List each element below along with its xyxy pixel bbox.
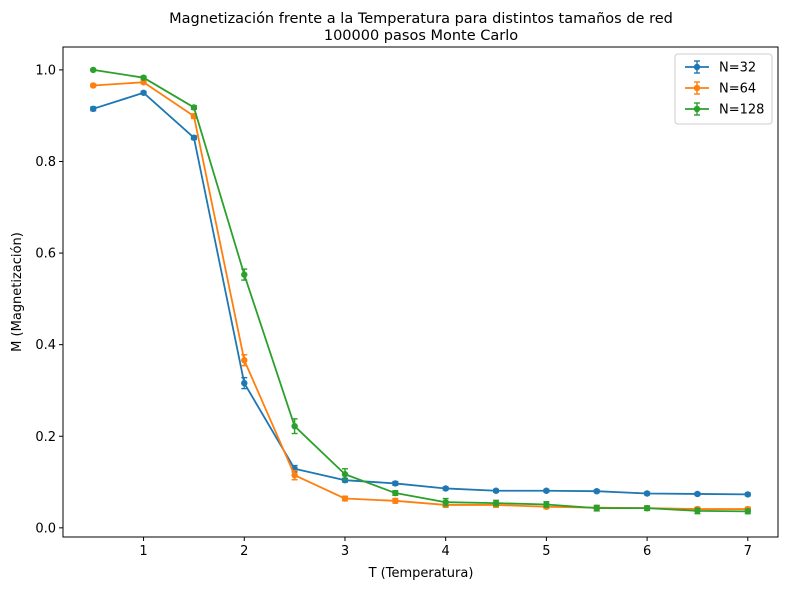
data-point <box>392 489 399 497</box>
y-tick-label: 0.2 <box>35 430 56 445</box>
data-point <box>90 105 97 113</box>
data-point <box>694 507 701 515</box>
data-point <box>492 487 500 494</box>
data-point <box>392 497 399 505</box>
data-point <box>140 89 147 96</box>
legend: N=32 N=64 N=128 <box>674 53 773 125</box>
legend-label: N=64 <box>719 82 756 97</box>
data-point <box>643 490 651 497</box>
x-axis-ticks: 1 2 3 4 5 6 7 <box>139 537 752 559</box>
data-point <box>90 66 97 74</box>
data-point <box>190 104 198 111</box>
y-tick-label: 1.0 <box>35 63 56 78</box>
data-point <box>140 79 147 86</box>
legend-entry: N=128 <box>685 102 764 118</box>
data-point <box>241 379 248 387</box>
series-line <box>92 91 748 496</box>
data-point <box>241 357 248 364</box>
data-point <box>442 485 449 492</box>
series-n-128 <box>90 66 751 515</box>
data-point <box>442 498 449 506</box>
data-point <box>140 74 147 81</box>
legend-label: N=32 <box>719 61 756 76</box>
data-point <box>694 490 701 498</box>
data-point <box>90 82 97 89</box>
chart-title: Magnetización frente a la Temperatura pa… <box>169 11 673 27</box>
data-point <box>543 501 550 508</box>
data-point <box>744 491 751 498</box>
legend-marker <box>693 105 701 113</box>
y-tick-label: 0.4 <box>35 338 56 353</box>
plot-area <box>90 66 751 515</box>
data-point <box>593 504 600 512</box>
axes-frame <box>62 46 779 538</box>
x-tick-label: 7 <box>744 544 752 559</box>
data-point <box>241 271 248 278</box>
data-point <box>492 499 500 507</box>
x-tick-label: 2 <box>240 544 248 559</box>
data-point <box>543 487 550 494</box>
data-point <box>291 422 298 430</box>
data-point <box>190 134 198 141</box>
y-axis-ticks: 0.0 0.2 0.4 0.6 0.8 1.0 <box>35 63 63 536</box>
legend-entry: N=32 <box>685 60 756 76</box>
series-n-32 <box>90 89 751 498</box>
x-tick-label: 6 <box>643 544 651 559</box>
data-point <box>643 504 651 512</box>
y-tick-label: 0.8 <box>35 155 56 170</box>
y-tick-label: 0.0 <box>35 521 56 536</box>
legend-marker <box>693 63 701 71</box>
legend-box <box>674 53 773 125</box>
data-point <box>593 488 600 495</box>
chart-subtitle: 100000 pasos Monte Carlo <box>324 28 518 44</box>
data-point <box>291 471 298 479</box>
x-tick-label: 5 <box>542 544 550 559</box>
data-point <box>744 508 751 515</box>
x-axis-label: T (Temperatura) <box>368 566 474 581</box>
legend-entry: N=64 <box>685 81 756 97</box>
data-point <box>341 495 349 502</box>
data-point <box>392 480 399 487</box>
legend-marker <box>693 84 701 92</box>
x-tick-label: 3 <box>341 544 349 559</box>
x-tick-label: 1 <box>139 544 147 559</box>
y-axis-label: M (Magnetización) <box>10 232 25 352</box>
series-line <box>93 69 748 513</box>
x-tick-label: 4 <box>442 544 450 559</box>
legend-label: N=128 <box>719 103 764 118</box>
y-tick-label: 0.6 <box>35 247 56 262</box>
data-point <box>341 471 349 478</box>
